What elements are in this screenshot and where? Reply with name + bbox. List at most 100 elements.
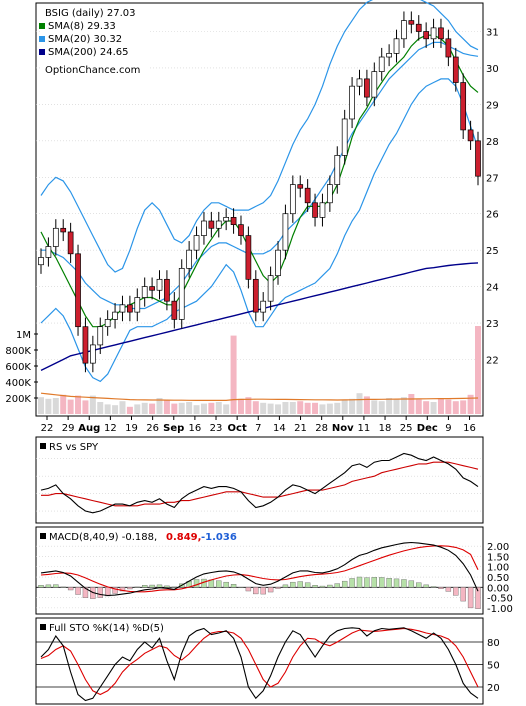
- macd-histogram-bar: [423, 584, 429, 588]
- macd-histogram-bar: [253, 587, 259, 595]
- volume-bar: [171, 403, 178, 414]
- candle-body: [245, 235, 252, 280]
- candle-body: [75, 253, 81, 328]
- price-tick-label: 28: [486, 137, 499, 148]
- upper-band-line: [40, 0, 479, 273]
- candle-body: [445, 38, 452, 58]
- macd-histogram-bar: [223, 581, 229, 588]
- macd-histogram-bar: [53, 584, 59, 588]
- candle-body: [393, 38, 400, 54]
- macd-histogram-bar: [45, 584, 52, 588]
- macd-histogram-bar: [164, 585, 170, 588]
- volume-bar: [119, 401, 126, 414]
- legend-sma20: SMA(20) 30.32: [48, 34, 122, 45]
- candle-body: [334, 155, 341, 185]
- macd-histogram-bar: [193, 579, 200, 588]
- volume-bar: [193, 405, 200, 414]
- sto-legend-swatch: [40, 624, 46, 630]
- macd-histogram-bar: [334, 583, 340, 588]
- legend-sma8: SMA(8) 29.33: [48, 21, 116, 32]
- macd-histogram-bar: [282, 584, 289, 588]
- macd-tick-label: -0.50: [487, 594, 513, 605]
- volume-bar: [349, 398, 356, 414]
- chart-title: BSIG (daily) 27.03: [45, 8, 135, 19]
- macd-histogram-bar: [341, 580, 348, 588]
- macd-histogram-bar: [275, 587, 281, 589]
- volume-bar: [200, 403, 207, 414]
- macd-histogram-bar: [75, 587, 81, 595]
- sto-tick-label: 20: [487, 683, 500, 694]
- candle-body: [378, 56, 385, 72]
- macd-histogram-bar: [260, 587, 266, 595]
- volume-bar: [245, 397, 252, 414]
- price-tick-label: 29: [486, 100, 499, 111]
- macd-line: [40, 541, 479, 597]
- candle-body: [45, 246, 52, 258]
- macd-histogram-bar: [327, 584, 333, 588]
- candle-body: [430, 27, 437, 40]
- volume-bar: [445, 399, 452, 414]
- candle-body: [282, 213, 289, 251]
- macd-tick-label: 2.00: [487, 542, 509, 553]
- volume-tick-label: 400K: [5, 378, 31, 389]
- macd-histogram-bar: [371, 577, 378, 588]
- volume-bar: [460, 400, 467, 414]
- lower-band-line: [40, 78, 479, 383]
- candle-body: [289, 184, 296, 215]
- macd-title: MACD(8,40,9) -0.188,: [49, 532, 157, 543]
- price-tick-label: 30: [486, 64, 499, 75]
- volume-bar: [423, 401, 430, 414]
- volume-bar: [297, 401, 304, 414]
- candle-body: [223, 217, 230, 222]
- candle-body: [401, 20, 407, 40]
- x-tick-label: 29: [62, 423, 75, 434]
- volume-bar: [363, 396, 370, 414]
- macd-histogram-bar: [445, 587, 452, 592]
- macd-tick-label: 1.00: [487, 563, 509, 574]
- macd-histogram-bar: [134, 586, 140, 588]
- candle-body: [386, 53, 392, 58]
- candle-body: [134, 297, 141, 313]
- candle-body: [356, 78, 363, 87]
- x-tick-label: 19: [125, 423, 138, 434]
- volume-bar: [319, 404, 326, 414]
- candle-body: [119, 304, 126, 313]
- price-tick-label: 26: [486, 210, 499, 221]
- x-tick-label: 26: [146, 423, 159, 434]
- x-tick-label: 9: [445, 423, 451, 434]
- volume-bar: [393, 399, 400, 414]
- volume-bar: [275, 404, 282, 414]
- macd-tick-label: 1.50: [487, 552, 509, 563]
- volume-bar: [82, 400, 89, 414]
- candle-body: [149, 286, 155, 291]
- candle-body: [364, 78, 370, 98]
- sto-k-line: [40, 627, 479, 702]
- macd-histogram-bar: [230, 584, 237, 588]
- candle-body: [171, 300, 178, 320]
- x-tick-label: 16: [463, 423, 476, 434]
- volume-bar: [430, 402, 437, 414]
- candle-body: [423, 31, 430, 40]
- macd-histogram-bar: [38, 585, 44, 588]
- x-tick-label: 28: [315, 423, 328, 434]
- macd-histogram-bar: [475, 587, 481, 609]
- candle-body: [349, 85, 355, 120]
- macd-histogram-bar: [460, 587, 466, 602]
- volume-bar: [141, 402, 148, 414]
- macd-histogram-bar: [393, 578, 400, 588]
- candle-body: [319, 202, 326, 218]
- x-tick-label: 16: [189, 423, 202, 434]
- macd-histogram-bar: [408, 580, 415, 588]
- volume-bar: [378, 401, 385, 414]
- volume-bar: [252, 401, 259, 414]
- candle-body: [275, 249, 281, 277]
- volume-bar: [45, 398, 52, 414]
- volume-bar: [156, 398, 163, 414]
- macd-tick-label: 0.00: [487, 583, 509, 594]
- volume-bar: [75, 395, 82, 414]
- candle-body: [260, 300, 267, 313]
- volume-bar: [237, 398, 244, 414]
- macd-histogram-bar: [416, 582, 422, 588]
- x-axis: 22 29 Aug 12 19 26 Sep 16 23 Oct 7 14 21 28 Nov 11 18 25 D…: [41, 416, 476, 434]
